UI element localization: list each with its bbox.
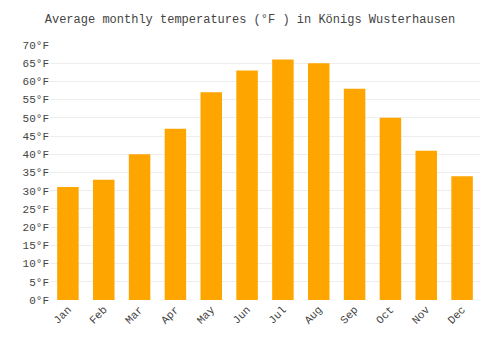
svg-text:65°F: 65°F [23, 58, 49, 70]
svg-text:45°F: 45°F [23, 131, 49, 143]
svg-text:0°F: 0°F [29, 295, 49, 307]
svg-text:Jul: Jul [266, 304, 288, 326]
svg-text:Sep: Sep [338, 304, 360, 326]
svg-text:40°F: 40°F [23, 149, 49, 161]
svg-text:50°F: 50°F [23, 113, 49, 125]
svg-text:10°F: 10°F [23, 258, 49, 270]
svg-text:35°F: 35°F [23, 167, 49, 179]
svg-text:5°F: 5°F [29, 277, 49, 289]
svg-text:Aug: Aug [302, 304, 324, 326]
svg-text:60°F: 60°F [23, 76, 49, 88]
svg-text:Mar: Mar [123, 304, 145, 326]
svg-text:Jun: Jun [231, 304, 253, 326]
svg-text:Average monthly temperatures (: Average monthly temperatures (°F ) in Kö… [45, 13, 455, 27]
svg-text:Nov: Nov [410, 304, 433, 327]
svg-text:15°F: 15°F [23, 240, 49, 252]
svg-text:20°F: 20°F [23, 222, 49, 234]
svg-text:Feb: Feb [87, 304, 109, 326]
svg-text:Oct: Oct [374, 304, 396, 326]
svg-text:May: May [195, 304, 218, 327]
svg-text:30°F: 30°F [23, 186, 49, 198]
svg-text:55°F: 55°F [23, 94, 49, 106]
svg-text:Dec: Dec [446, 304, 468, 326]
svg-text:Jan: Jan [51, 304, 73, 326]
svg-text:Apr: Apr [159, 304, 181, 326]
svg-text:25°F: 25°F [23, 204, 49, 216]
svg-text:70°F: 70°F [23, 40, 49, 52]
